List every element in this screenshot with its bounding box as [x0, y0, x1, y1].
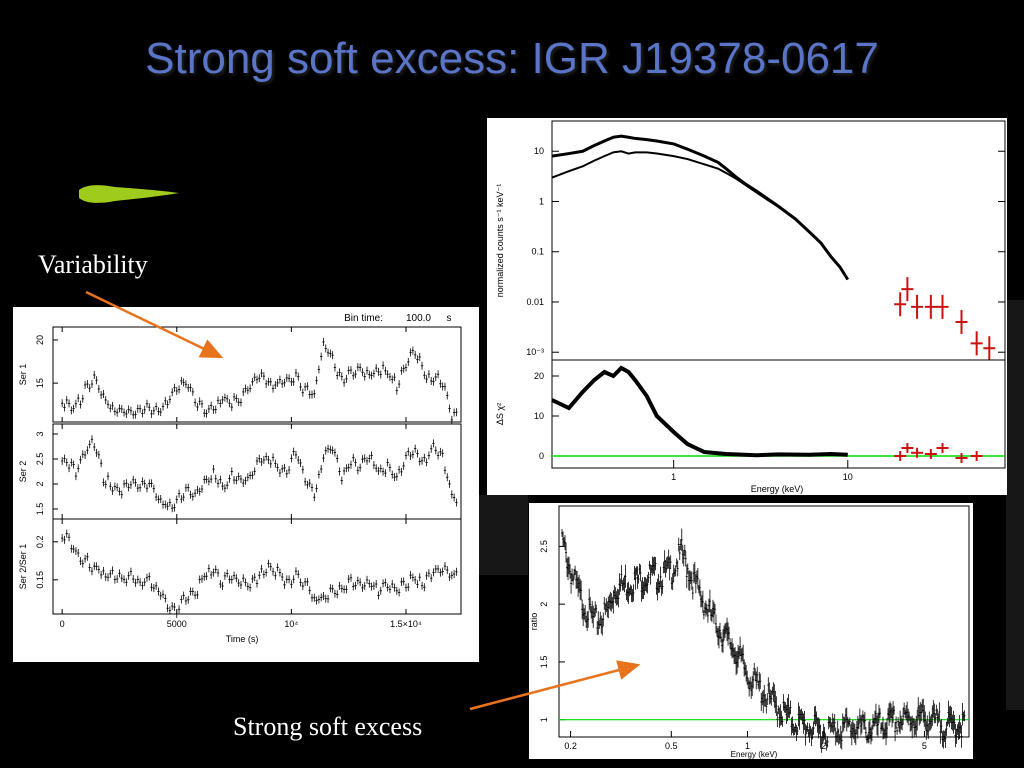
y-tick-label: 10 [534, 411, 544, 421]
y-tick-label: 2 [539, 602, 549, 607]
model-series-curve [551, 150, 849, 281]
y-axis-label: ΔS χ² [495, 403, 505, 425]
y-tick-label: 1.5 [35, 503, 45, 516]
bin-time-value: 100.0 [406, 313, 431, 324]
ratio-panel-frame [558, 505, 970, 738]
variability-arrow [85, 290, 224, 359]
x-tick-label: 5 [922, 741, 927, 751]
slide-title: Strong soft excess: IGR J19378-0617 [145, 34, 879, 83]
y-tick-label: 0.01 [526, 297, 544, 307]
y-tick-label: 3 [35, 431, 45, 436]
x-axis-label: Energy (keV) [751, 484, 804, 494]
spectrum-svg: normalized counts s⁻¹ keV⁻¹1010.10.0110⁻… [495, 120, 1006, 494]
y-tick-label: 10⁻³ [526, 347, 544, 357]
x-tick-label: 10 [843, 472, 853, 482]
y-tick-label: 1.5 [539, 656, 549, 669]
x-tick-label: 1 [745, 741, 750, 751]
background-stripe [1006, 300, 1024, 710]
y-tick-label: 1 [539, 717, 549, 722]
y-axis-label: Ser 2 [18, 461, 28, 483]
y-tick-label: 20 [35, 335, 45, 345]
lightcurve-panel: Ser 2/Ser 1 0.15 0.2 [18, 518, 462, 618]
x-tick-label: 0.2 [564, 741, 577, 751]
x-axis-label: Energy (keV) [731, 750, 778, 759]
y-tick-label: 2 [35, 481, 45, 486]
ratio-plot: ratio 1 1.5 2 2.5 0.2 0.5 1 2 5 Energy (keV) [529, 503, 973, 759]
y-axis-label: ratio [529, 613, 539, 631]
y-tick-label: 15 [35, 378, 45, 388]
caption-soft-excess: Strong soft excess [233, 712, 423, 741]
y-tick-label: 0.2 [35, 536, 45, 549]
y-tick-label: 1 [539, 196, 544, 206]
lightcurve-panel: Ser 2 1.5 2 2.5 3 [18, 423, 462, 520]
panel-frame [52, 518, 462, 615]
ratio-svg: ratio 1 1.5 2 2.5 0.2 0.5 1 2 5 Energy (keV) [529, 505, 970, 759]
x-tick-label: 0 [60, 619, 65, 629]
lightcurve-plot: Bin time: 100.0 s Ser 1 15 20 Ser 2 1.5 2 2.5 3 Ser… [13, 307, 479, 662]
x-axis-label: Time (s) [226, 634, 259, 644]
background-stripe [478, 495, 528, 575]
x-tick-label: 0.5 [665, 741, 678, 751]
x-tick-label: 5000 [167, 619, 187, 629]
residual-series-curve [551, 365, 848, 458]
bin-time-unit: s [447, 313, 452, 324]
x-tick-label: 1 [671, 472, 676, 482]
y-axis-label: Ser 2/Ser 1 [18, 544, 28, 590]
x-tick-label: 1.5×10⁴ [390, 619, 422, 629]
y-tick-label: 2.5 [539, 540, 549, 553]
caption-variability: Variability [38, 250, 148, 279]
lightcurve-panel: Ser 1 15 20 [18, 326, 462, 424]
y-tick-label: 0.1 [531, 247, 544, 257]
bottom-panel-frame [551, 359, 1006, 469]
x-tick-label: 2 [821, 741, 826, 751]
soft-excess-arrow [469, 660, 641, 711]
y-axis-label: Ser 1 [18, 364, 28, 386]
bin-time-label: Bin time: [344, 313, 383, 324]
x-tick-label: 10⁴ [284, 619, 298, 629]
y-tick-label: 0 [539, 451, 544, 461]
panel-frame [52, 326, 462, 423]
y-axis-label: normalized counts s⁻¹ keV⁻¹ [495, 184, 505, 298]
y-tick-label: 10 [534, 146, 544, 156]
spectrum-plot: normalized counts s⁻¹ keV⁻¹ 10 1 0.1 0.01 10⁻… [487, 118, 1007, 495]
y-tick-label: 2.5 [35, 453, 45, 466]
y-tick-label: 0.15 [35, 571, 45, 589]
leaf-bullet-icon [79, 185, 179, 203]
y-tick-label: 20 [534, 371, 544, 381]
